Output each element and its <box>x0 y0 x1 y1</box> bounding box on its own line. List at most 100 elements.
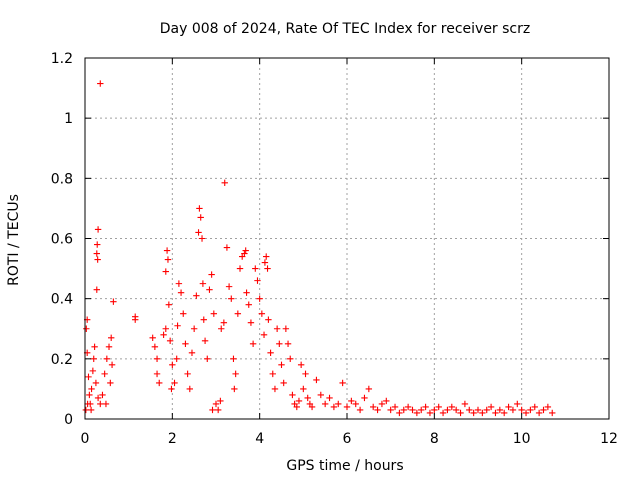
x-tick-label: 4 <box>255 431 264 447</box>
data-point <box>196 205 203 212</box>
data-point <box>223 244 231 251</box>
data-point <box>94 226 102 233</box>
data-point <box>282 325 290 332</box>
data-point <box>210 310 218 317</box>
data-point <box>297 361 305 369</box>
grid-lines <box>85 58 609 419</box>
data-point <box>343 403 351 411</box>
data-point <box>535 409 543 417</box>
data-point <box>103 355 111 363</box>
data-point <box>108 361 116 369</box>
data-point <box>304 394 311 402</box>
data-point <box>201 337 209 344</box>
data-point <box>87 406 95 414</box>
data-point <box>241 250 248 257</box>
data-point <box>188 349 196 357</box>
y-tick-label: 0.4 <box>51 292 73 308</box>
data-point <box>404 403 412 411</box>
data-point <box>396 409 403 417</box>
data-point <box>264 265 271 272</box>
data-point <box>413 409 421 417</box>
data-point <box>101 370 108 378</box>
y-tick-label: 0.6 <box>51 232 73 248</box>
data-point <box>220 319 228 326</box>
data-point <box>269 370 276 378</box>
data-point <box>225 283 233 290</box>
data-point <box>470 409 477 417</box>
data-point <box>93 250 100 257</box>
data-point <box>263 253 270 260</box>
y-tick-label: 0 <box>64 412 73 428</box>
data-point <box>174 322 181 329</box>
data-point <box>293 403 300 411</box>
data-point <box>418 406 425 414</box>
data-point <box>280 379 287 387</box>
data-point <box>505 403 512 411</box>
data-point <box>435 403 442 411</box>
data-point <box>391 403 399 411</box>
data-point <box>400 406 407 414</box>
data-point <box>254 277 261 284</box>
data-point <box>289 391 296 399</box>
data-point <box>258 310 266 317</box>
data-point <box>509 406 517 414</box>
y-axis-label: ROTI / TECUs <box>6 194 22 286</box>
data-point <box>326 394 333 402</box>
data-point <box>162 325 169 332</box>
data-point <box>276 340 283 347</box>
data-point <box>234 310 242 317</box>
data-point <box>85 373 92 381</box>
data-point <box>99 391 106 399</box>
data-point <box>540 406 547 414</box>
data-point <box>356 406 364 414</box>
data-point <box>466 406 473 414</box>
data-point <box>163 247 171 254</box>
data-point <box>365 385 373 393</box>
y-tick-labels: 0 0.2 0.4 0.6 0.8 1 1.2 <box>51 51 73 428</box>
data-point <box>457 409 464 417</box>
data-point <box>93 286 100 293</box>
y-tick-label: 1 <box>64 111 73 127</box>
data-point <box>180 310 187 317</box>
y-tick-label: 0.8 <box>51 171 73 187</box>
data-point <box>156 379 163 387</box>
data-point <box>153 355 161 363</box>
x-axis-label: GPS time / hours <box>286 458 403 474</box>
data-points <box>82 80 556 417</box>
data-point <box>204 355 211 363</box>
data-point <box>195 229 202 236</box>
data-point <box>90 355 97 363</box>
data-point <box>352 400 359 408</box>
x-tick-labels: 0 2 4 6 8 10 12 <box>81 431 618 447</box>
data-point <box>209 406 216 414</box>
data-point <box>261 259 269 266</box>
data-point <box>531 403 538 411</box>
data-point <box>184 370 191 378</box>
data-point <box>83 325 90 332</box>
data-point <box>151 343 159 350</box>
data-point <box>173 355 180 363</box>
data-point <box>313 376 320 384</box>
data-point <box>444 406 451 414</box>
data-point <box>182 340 189 347</box>
data-point <box>247 319 255 326</box>
data-point <box>171 379 178 387</box>
data-point <box>256 295 263 302</box>
data-point <box>317 391 324 399</box>
data-point <box>165 301 173 308</box>
data-point <box>206 286 213 293</box>
data-point <box>383 397 390 405</box>
data-point <box>370 403 377 411</box>
data-point <box>221 179 228 187</box>
data-point <box>271 385 279 393</box>
data-point <box>232 370 239 378</box>
data-point <box>228 295 235 302</box>
data-point <box>348 397 355 405</box>
data-point <box>474 406 482 414</box>
data-point <box>92 379 100 387</box>
data-point <box>267 349 274 357</box>
data-point <box>166 337 174 344</box>
data-point <box>91 343 98 350</box>
data-point <box>273 325 281 332</box>
